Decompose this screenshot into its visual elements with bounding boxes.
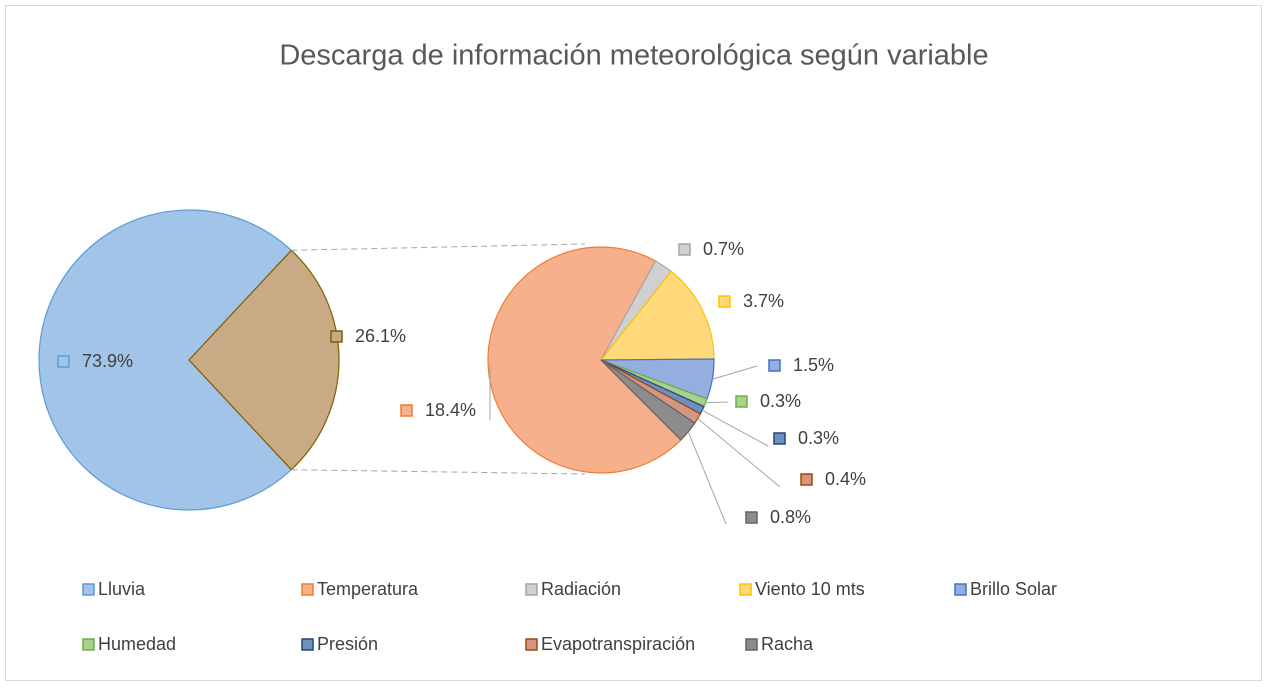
data-label-key	[768, 359, 781, 372]
leader-line	[705, 401, 729, 404]
data-label: 0.4%	[825, 469, 866, 489]
data-label: 26.1%	[355, 326, 406, 346]
legend-key	[954, 583, 967, 596]
legend-key	[82, 638, 95, 651]
data-label-key	[57, 355, 70, 368]
chart-title: Descarga de información meteorológica se…	[279, 40, 988, 72]
pie-slice	[599, 270, 715, 361]
data-label: 73.9%	[82, 351, 133, 371]
legend-key	[745, 638, 758, 651]
data-label: 1.5%	[793, 355, 834, 375]
data-label-key	[400, 404, 413, 417]
data-label: 0.7%	[703, 239, 744, 259]
legend-key	[525, 583, 538, 596]
legend-label: Viento 10 mts	[755, 579, 865, 599]
legend-label: Evapotranspiración	[541, 634, 695, 654]
data-label: 18.4%	[425, 400, 476, 420]
pie-slice	[487, 246, 682, 474]
data-label-key	[678, 243, 691, 256]
pie-slice	[38, 209, 293, 511]
legend-label: Radiación	[541, 579, 621, 599]
leader-line	[712, 365, 758, 380]
pie-slice	[600, 359, 696, 441]
data-label: 0.3%	[760, 391, 801, 411]
data-label-key	[800, 473, 813, 486]
data-label-key	[718, 295, 731, 308]
legend-label: Presión	[317, 634, 378, 654]
legend-key	[82, 583, 95, 596]
leader-line	[687, 431, 727, 525]
connector-line	[291, 469, 586, 475]
data-label-key	[330, 330, 343, 343]
legend-label: Brillo Solar	[970, 579, 1057, 599]
legend-key	[525, 638, 538, 651]
leader-line	[697, 418, 781, 488]
data-label: 3.7%	[743, 291, 784, 311]
connector-line	[291, 243, 586, 251]
legend-key	[301, 583, 314, 596]
legend-label: Lluvia	[98, 579, 146, 599]
data-label-key	[745, 511, 758, 524]
legend-label: Racha	[761, 634, 814, 654]
legend-key	[739, 583, 752, 596]
pie-slice-other	[188, 249, 340, 471]
leader-line	[701, 409, 769, 447]
data-label-key	[773, 432, 786, 445]
legend-key	[301, 638, 314, 651]
data-label-key	[735, 395, 748, 408]
legend-label: Temperatura	[317, 579, 419, 599]
data-label: 0.8%	[770, 507, 811, 527]
legend-label: Humedad	[98, 634, 176, 654]
data-label: 0.3%	[798, 428, 839, 448]
